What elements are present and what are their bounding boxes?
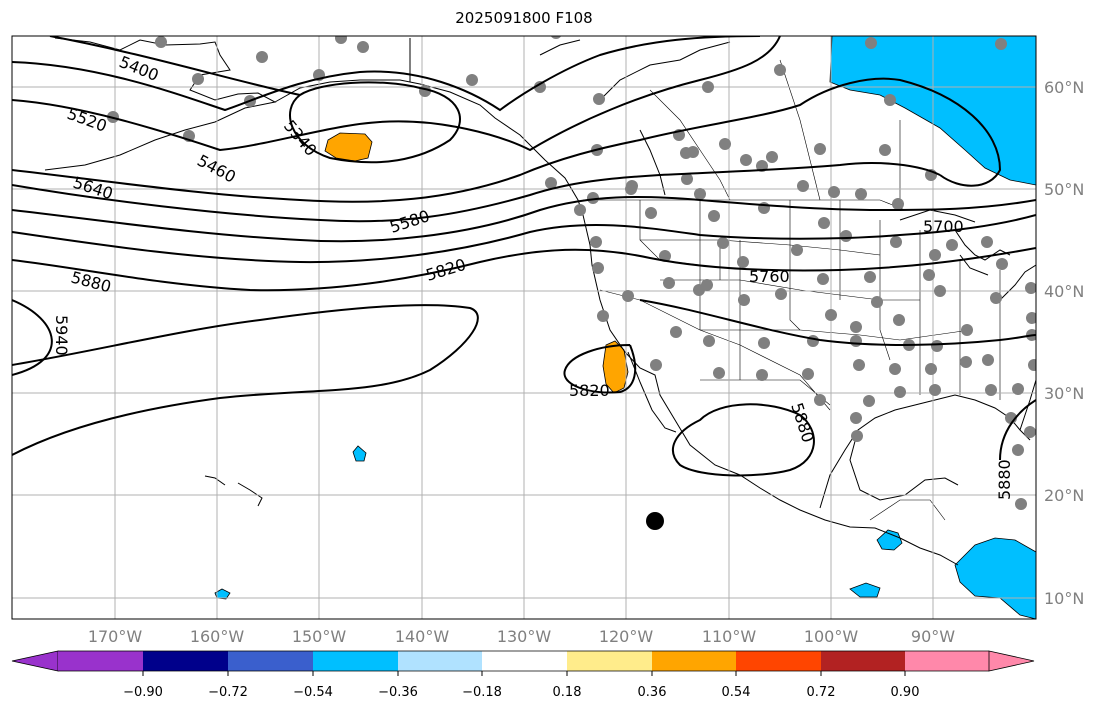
lon-label: 170°W (88, 627, 143, 646)
map-title: 2025091800 F108 (455, 9, 593, 27)
lon-label: 120°W (599, 627, 654, 646)
colorbar-bin (905, 651, 989, 671)
lon-label: 130°W (497, 627, 552, 646)
colorbar-extend-high (988, 650, 1035, 672)
colorbar: −0.90 −0.72 −0.54 −0.36 −0.18 0.18 0.36 … (11, 650, 1035, 700)
colorbar-bin (398, 651, 482, 671)
contour-label: 5760 (749, 267, 790, 286)
colorbar-bin (652, 651, 736, 671)
lon-label: 160°W (190, 627, 245, 646)
colorbar-tick-label: −0.72 (208, 685, 248, 700)
colorbar-bin (228, 651, 313, 671)
lat-label: 50°N (1044, 180, 1084, 199)
colorbar-tick-label: −0.36 (378, 685, 418, 700)
colorbar-tick-label: −0.54 (293, 685, 333, 700)
contour-label: 5700 (923, 217, 964, 236)
lon-label: 140°W (395, 627, 450, 646)
lat-label: 20°N (1044, 486, 1084, 505)
colorbar-bin (482, 651, 567, 671)
colorbar-bin (567, 651, 652, 671)
lat-label: 60°N (1044, 78, 1084, 97)
lat-label: 10°N (1044, 589, 1084, 608)
positive-anomaly-baja (602, 340, 629, 394)
lat-label: 30°N (1044, 384, 1084, 403)
contour-label: 5940 (52, 315, 71, 356)
storm-center-marker (646, 512, 664, 530)
graticule (12, 36, 1036, 619)
colorbar-tick-label: 0.54 (722, 685, 751, 700)
colorbar-bin (313, 651, 398, 671)
lon-label: 150°W (292, 627, 347, 646)
colorbar-bin (736, 651, 821, 671)
positive-anomaly-alaska (324, 132, 373, 162)
colorbar-tick-label: −0.90 (123, 685, 163, 700)
lon-label: 100°W (804, 627, 859, 646)
negative-anomaly-pacific (352, 445, 367, 462)
lat-label: 40°N (1044, 282, 1084, 301)
negative-anomaly-central-america (876, 529, 903, 551)
contour-label: 5880 (995, 459, 1014, 500)
colorbar-tick-label: 0.36 (638, 685, 667, 700)
lon-label: 110°W (702, 627, 757, 646)
map-frame (11, 35, 1037, 620)
negative-anomaly-small-2 (849, 582, 881, 598)
geopotential-contours (12, 36, 1036, 477)
contour-label: 5820 (569, 381, 610, 400)
lon-label: 90°W (911, 627, 955, 646)
colorbar-tick-label: −0.18 (462, 685, 502, 700)
colorbar-tick-label: 0.90 (891, 685, 920, 700)
colorbar-tick-label: 0.72 (807, 685, 836, 700)
negative-anomaly-caribbean (954, 537, 1036, 619)
longitude-labels: 170°W 160°W 150°W 140°W 130°W 120°W 110°… (88, 627, 955, 646)
latitude-labels: 60°N 50°N 40°N 30°N 20°N 10°N (1044, 78, 1084, 608)
colorbar-tick-label: 0.18 (553, 685, 582, 700)
colorbar-extend-low (11, 650, 59, 672)
colorbar-bin (821, 651, 905, 671)
colorbar-bin (143, 651, 228, 671)
colorbar-bin (58, 651, 143, 671)
